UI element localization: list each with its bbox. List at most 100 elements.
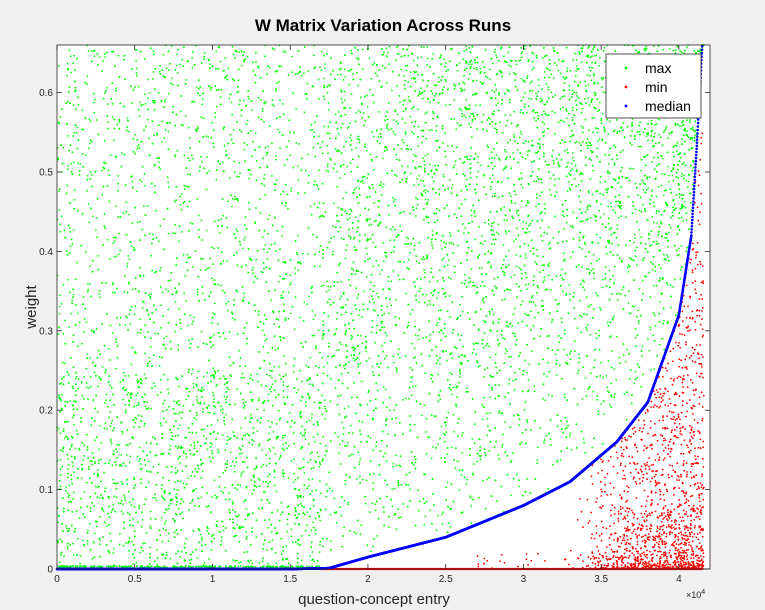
max-point (444, 62, 447, 64)
max-point (165, 509, 168, 512)
max-point (544, 71, 546, 73)
max-point (382, 386, 385, 388)
max-point (508, 209, 511, 211)
max-point (627, 302, 630, 304)
max-point (591, 164, 594, 167)
max-point (667, 256, 669, 259)
max-point (272, 311, 275, 314)
max-point (217, 323, 219, 325)
max-point (436, 149, 438, 152)
max-point (292, 481, 295, 483)
max-point (251, 269, 254, 271)
max-point (256, 408, 259, 411)
max-point (614, 211, 617, 214)
max-point (414, 461, 417, 464)
max-point (139, 220, 141, 223)
max-point (600, 119, 603, 122)
max-point (72, 491, 75, 494)
max-point (449, 383, 452, 386)
max-point (243, 59, 246, 61)
max-point (416, 198, 419, 201)
max-point (550, 321, 553, 324)
max-point (381, 53, 384, 56)
max-point (343, 526, 345, 528)
max-point (388, 45, 391, 48)
max-point (67, 165, 70, 167)
max-point (98, 497, 101, 499)
max-point (178, 385, 180, 388)
max-point (88, 477, 91, 480)
max-point (455, 128, 458, 131)
max-point (478, 267, 481, 270)
max-point (59, 230, 62, 233)
max-point (441, 75, 444, 78)
max-point (144, 498, 147, 501)
max-point (101, 366, 104, 368)
max-point (367, 258, 369, 261)
max-point (213, 398, 216, 400)
max-point (77, 537, 79, 540)
max-point (311, 490, 314, 492)
max-point (99, 377, 101, 380)
max-point (285, 373, 287, 376)
max-point (242, 99, 245, 102)
max-point (450, 241, 453, 244)
max-point (464, 116, 467, 119)
max-point (348, 327, 351, 330)
max-point (610, 406, 613, 408)
max-point (615, 378, 618, 381)
max-point (180, 231, 183, 233)
max-point (179, 327, 182, 330)
max-point (224, 549, 227, 552)
max-point (144, 103, 147, 105)
max-point (58, 514, 60, 517)
max-point (373, 301, 376, 304)
max-point (194, 250, 197, 252)
max-point (157, 91, 160, 94)
max-point (479, 104, 482, 107)
max-point (64, 319, 66, 322)
max-point (672, 179, 675, 182)
max-point (421, 141, 423, 144)
max-point (272, 446, 275, 449)
max-point (175, 199, 178, 202)
max-point (562, 431, 565, 434)
max-point (446, 359, 448, 362)
max-point (76, 312, 79, 315)
max-point (446, 453, 449, 456)
max-point (382, 241, 385, 244)
max-point (425, 137, 428, 140)
max-point (305, 364, 308, 367)
max-point (355, 287, 358, 290)
max-point (176, 532, 179, 535)
max-point (197, 126, 199, 128)
max-point (503, 298, 506, 301)
max-point (575, 423, 578, 426)
max-point (572, 291, 575, 294)
max-point (675, 249, 678, 252)
max-point (575, 185, 577, 188)
max-point (192, 266, 194, 268)
max-point (127, 283, 130, 285)
max-point (430, 292, 432, 294)
max-point (264, 491, 266, 494)
max-point (354, 304, 356, 307)
max-point (593, 277, 596, 280)
max-point (677, 184, 680, 187)
max-point (286, 523, 289, 526)
max-point (150, 471, 152, 473)
max-point (259, 421, 262, 424)
max-point (659, 136, 662, 139)
max-point (225, 443, 228, 445)
max-point (102, 97, 105, 100)
max-point (212, 312, 215, 315)
max-point (61, 361, 64, 364)
max-point (418, 500, 421, 503)
max-point (557, 162, 560, 164)
max-point (275, 179, 278, 182)
max-point (600, 117, 603, 120)
max-point (528, 363, 531, 366)
max-point (255, 258, 258, 261)
max-point (300, 467, 302, 470)
max-point (394, 228, 396, 231)
